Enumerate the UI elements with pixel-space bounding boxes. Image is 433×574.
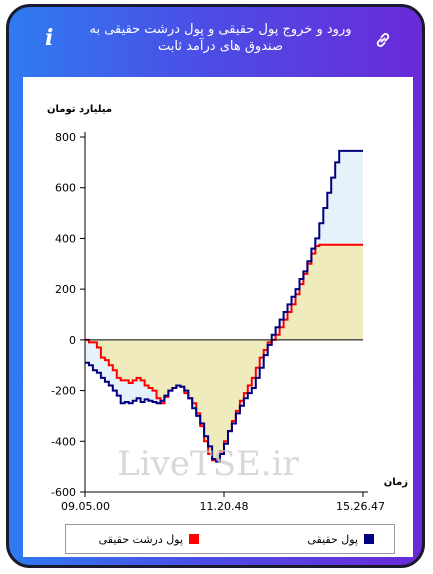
x-tick-label: 15.26.47 [336, 500, 385, 513]
series-line-pol-haghighi [85, 149, 363, 463]
y-tick-label: 400 [55, 232, 76, 245]
area-between-series [85, 150, 363, 462]
y-tick-label: 800 [55, 131, 76, 144]
chart-title: ورود و خروج پول حقیقی و پول درشت حقیقی ب… [89, 22, 352, 54]
watermark: LiveTSE.ir [117, 444, 299, 484]
y-tick-label: -400 [51, 435, 76, 448]
y-axis-label: میلیارد تومان [47, 104, 112, 115]
x-tick-label: 11.20.48 [200, 500, 249, 513]
chart-card: i ورود و خروج پول حقیقی و پول درشت حقیقی… [6, 4, 425, 568]
info-icon[interactable]: i [45, 25, 54, 51]
area-series2-zero [85, 244, 363, 461]
legend: پول حقیقی پول درشت حقیقی [65, 524, 395, 554]
x-axis-label: زمان [384, 477, 408, 488]
link-icon[interactable] [374, 31, 392, 49]
legend-swatch-series2 [189, 534, 199, 544]
x-tick-label: 09.05.00 [61, 500, 110, 513]
y-tick-label: 600 [55, 182, 76, 195]
y-tick-label: -200 [51, 385, 76, 398]
chart-panel: 800 600 400 200 0 -200 -400 -600 09.05.00 11.20.4… [23, 77, 413, 557]
legend-label-series2: پول درشت حقیقی [98, 533, 183, 546]
legend-label-series1: پول حقیقی [307, 533, 358, 546]
card-header: i ورود و خروج پول حقیقی و پول درشت حقیقی… [9, 7, 422, 75]
y-tick-label: -600 [51, 486, 76, 499]
legend-swatch-series1 [364, 534, 374, 544]
y-tick-label: 0 [69, 334, 76, 347]
y-tick-label: 200 [55, 283, 76, 296]
